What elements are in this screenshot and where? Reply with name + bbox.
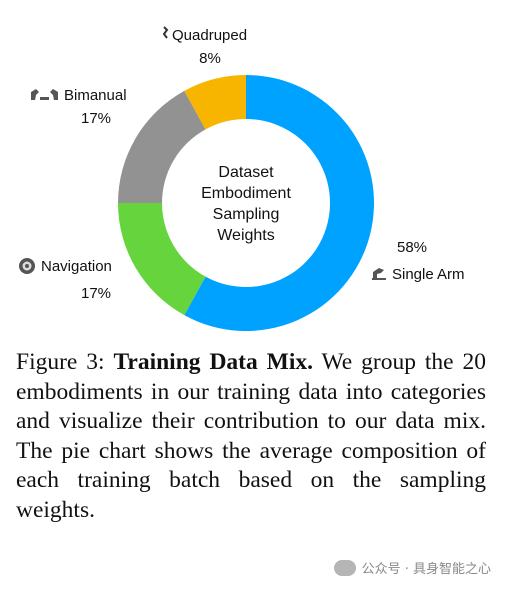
slice-bimanual bbox=[118, 90, 206, 203]
center-label-line-2: Embodiment bbox=[201, 185, 291, 202]
slice-value-quadruped: 8% bbox=[199, 50, 221, 67]
chart-slices bbox=[118, 75, 374, 331]
slice-quadruped bbox=[184, 75, 246, 130]
slice-name-quadruped: Quadruped bbox=[172, 27, 247, 44]
slice-name-single-arm: Single Arm bbox=[392, 266, 465, 283]
slice-value-bimanual: 17% bbox=[81, 110, 111, 127]
slice-label-navigation: Navigation 17% bbox=[19, 258, 112, 302]
center-label: Dataset Embodiment Sampling Weights bbox=[201, 164, 291, 244]
robot-arm-icon bbox=[372, 268, 386, 280]
donut-chart: Dataset Embodiment Sampling Weights Quad… bbox=[19, 26, 465, 331]
slice-label-single-arm: 58% Single Arm bbox=[372, 239, 465, 283]
slice-value-single-arm: 58% bbox=[397, 239, 427, 256]
watermark: 公众号 · 具身智能之心 bbox=[333, 558, 491, 577]
slice-label-bimanual: Bimanual 17% bbox=[31, 87, 127, 127]
dual-arm-icon bbox=[31, 89, 58, 100]
caption-title: Training Data Mix. bbox=[113, 349, 313, 375]
center-label-line-4: Weights bbox=[217, 227, 275, 244]
wechat-icon bbox=[333, 559, 356, 576]
slice-label-quadruped: Quadruped 8% bbox=[162, 26, 247, 67]
center-label-line-1: Dataset bbox=[218, 164, 274, 181]
center-label-line-3: Sampling bbox=[213, 206, 280, 223]
figure-caption: Figure 3: Training Data Mix. We group th… bbox=[16, 348, 486, 525]
slice-value-navigation: 17% bbox=[81, 285, 111, 302]
slice-single-arm bbox=[184, 75, 374, 331]
navigation-robot-icon bbox=[19, 258, 35, 274]
watermark-text: 公众号 · 具身智能之心 bbox=[361, 562, 491, 577]
caption-body: We group the 20 embodiments in our train… bbox=[16, 349, 486, 523]
slice-name-navigation: Navigation bbox=[41, 258, 112, 275]
quadruped-icon bbox=[162, 26, 169, 39]
slice-navigation bbox=[118, 203, 206, 316]
caption-prefix: Figure 3: bbox=[16, 349, 114, 375]
slice-name-bimanual: Bimanual bbox=[64, 87, 127, 104]
